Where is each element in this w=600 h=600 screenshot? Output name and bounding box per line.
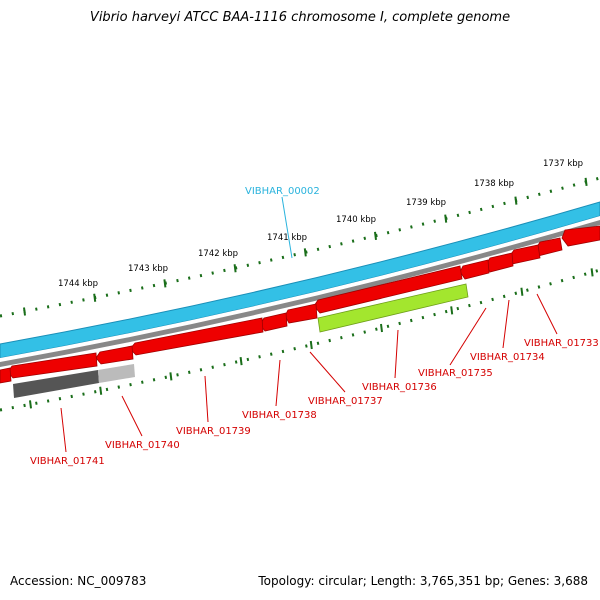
inner-major-tick [590, 268, 594, 277]
genome-summary: Topology: circular; Length: 3,765,351 bp… [258, 574, 588, 588]
pseudo-gene-dark[interactable] [13, 370, 99, 398]
ruler-label: 1743 kbp [128, 264, 168, 274]
gene-label[interactable]: VIBHAR_00002 [245, 186, 320, 197]
gene-label[interactable]: VIBHAR_01740 [105, 440, 180, 451]
highlight-gene[interactable] [317, 283, 469, 333]
gene-leader-line [309, 351, 346, 393]
gene-arrow-01739a[interactable] [259, 312, 288, 332]
gene-arrow-01740[interactable] [95, 345, 134, 365]
inner-major-tick [169, 372, 173, 381]
accession-text: Accession: NC_009783 [10, 574, 147, 588]
outer-major-tick [303, 248, 307, 257]
gene-leader-line [536, 293, 558, 335]
inner-major-tick [29, 400, 32, 409]
gene-leader-line [121, 395, 143, 437]
ruler-labels: 1737 kbp 1738 kbp 1739 kbp 1740 kbp 1741 kbp… [58, 159, 583, 289]
gene-leader-line [502, 299, 510, 349]
outer-major-tick [374, 231, 377, 240]
pseudo-gene-light[interactable] [98, 364, 135, 383]
ruler-label: 1742 kbp [198, 249, 238, 259]
gene-label[interactable]: VIBHAR_01739 [176, 426, 251, 437]
outer-major-tick [444, 214, 448, 223]
inner-major-tick [450, 306, 454, 315]
outer-major-tick [163, 279, 167, 288]
outer-tick-marks [23, 177, 588, 316]
gene-label[interactable]: VIBHAR_01741 [30, 456, 105, 467]
outer-major-tick [93, 293, 97, 302]
inner-ruler-track [0, 268, 600, 412]
outer-major-tick [514, 196, 518, 205]
map-title: Vibrio harveyi ATCC BAA-1116 chromosome … [89, 10, 511, 25]
gene-leader-line [281, 196, 293, 259]
gene-label-leaders [60, 196, 558, 453]
ruler-label: 1739 kbp [406, 198, 446, 208]
gene-label[interactable]: VIBHAR_01736 [362, 382, 437, 393]
ruler-label: 1744 kbp [58, 279, 98, 289]
spacer-band [0, 216, 600, 362]
inner-tick-marks [29, 268, 594, 409]
gene-labels: VIBHAR_00002 VIBHAR_01733 VIBHAR_01734 VIBH… [30, 186, 599, 467]
gene-leader-line [449, 307, 487, 366]
gene-label[interactable]: VIBHAR_01738 [242, 410, 317, 421]
gene-arrow-01741b[interactable] [0, 367, 12, 384]
forward-gene-band[interactable] [0, 201, 600, 359]
gene-leader-line [60, 407, 67, 453]
gene-label[interactable]: VIBHAR_01733 [524, 338, 599, 349]
gene-label[interactable]: VIBHAR_01735 [418, 368, 493, 379]
outer-major-tick [23, 307, 26, 316]
inner-major-tick [309, 340, 313, 350]
ruler-label: 1741 kbp [267, 233, 307, 243]
gene-arrow-01733[interactable] [561, 225, 600, 247]
gene-leader-line [204, 375, 209, 423]
inner-major-tick [99, 386, 103, 395]
ruler-label: 1740 kbp [336, 215, 376, 225]
ruler-label: 1738 kbp [474, 179, 514, 189]
outer-major-tick [584, 177, 588, 187]
gene-label[interactable]: VIBHAR_01737 [308, 396, 383, 407]
inner-major-tick [380, 323, 383, 333]
outer-major-tick [233, 264, 237, 273]
backbone-line [0, 220, 600, 367]
inner-major-tick [520, 287, 524, 296]
gene-leader-line [394, 329, 399, 379]
ruler-label: 1737 kbp [543, 159, 583, 169]
inner-major-tick [239, 356, 243, 366]
gene-leader-line [275, 359, 281, 407]
gene-label[interactable]: VIBHAR_01734 [470, 352, 545, 363]
reverse-gene-arrows [0, 225, 600, 384]
